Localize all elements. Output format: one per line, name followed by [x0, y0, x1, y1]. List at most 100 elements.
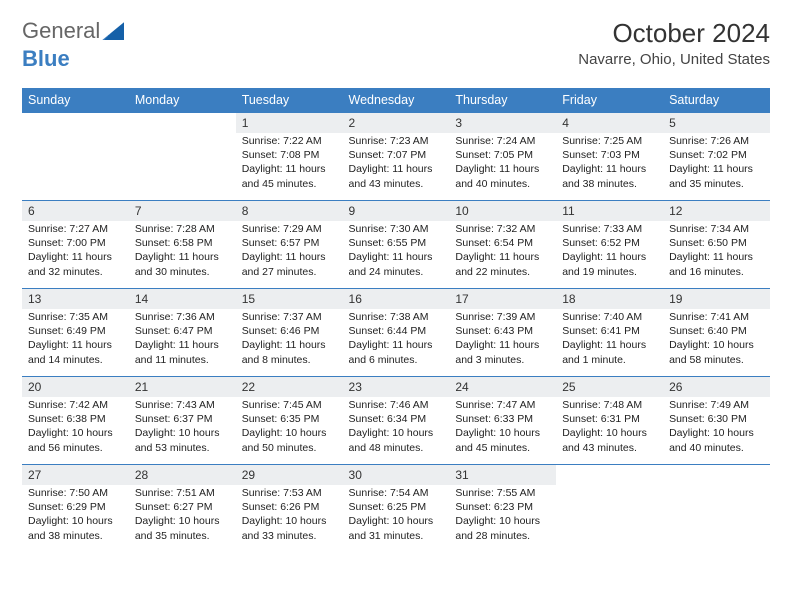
day-details: Sunrise: 7:23 AMSunset: 7:07 PMDaylight:… [343, 133, 450, 195]
sunset-text: Sunset: 7:00 PM [28, 236, 123, 250]
calendar-day-cell: 8Sunrise: 7:29 AMSunset: 6:57 PMDaylight… [236, 201, 343, 289]
daylight-text: Daylight: 11 hours and 16 minutes. [669, 250, 764, 278]
sunset-text: Sunset: 6:23 PM [455, 500, 550, 514]
sunset-text: Sunset: 6:47 PM [135, 324, 230, 338]
day-number: 25 [556, 377, 663, 397]
calendar-day-cell: 19Sunrise: 7:41 AMSunset: 6:40 PMDayligh… [663, 289, 770, 377]
day-number: 2 [343, 113, 450, 133]
calendar-day-cell: 13Sunrise: 7:35 AMSunset: 6:49 PMDayligh… [22, 289, 129, 377]
sunrise-text: Sunrise: 7:40 AM [562, 310, 657, 324]
sunset-text: Sunset: 6:55 PM [349, 236, 444, 250]
sunrise-text: Sunrise: 7:26 AM [669, 134, 764, 148]
weekday-header: Tuesday [236, 88, 343, 113]
day-number: 28 [129, 465, 236, 485]
weekday-header: Monday [129, 88, 236, 113]
day-details: Sunrise: 7:50 AMSunset: 6:29 PMDaylight:… [22, 485, 129, 547]
day-details: Sunrise: 7:33 AMSunset: 6:52 PMDaylight:… [556, 221, 663, 283]
day-details: Sunrise: 7:53 AMSunset: 6:26 PMDaylight:… [236, 485, 343, 547]
day-details: Sunrise: 7:55 AMSunset: 6:23 PMDaylight:… [449, 485, 556, 547]
sunset-text: Sunset: 6:50 PM [669, 236, 764, 250]
calendar-week-row: 6Sunrise: 7:27 AMSunset: 7:00 PMDaylight… [22, 201, 770, 289]
day-number: 13 [22, 289, 129, 309]
sunrise-text: Sunrise: 7:22 AM [242, 134, 337, 148]
calendar-empty-cell [556, 465, 663, 553]
sunrise-text: Sunrise: 7:47 AM [455, 398, 550, 412]
daylight-text: Daylight: 10 hours and 45 minutes. [455, 426, 550, 454]
sunset-text: Sunset: 7:07 PM [349, 148, 444, 162]
day-details: Sunrise: 7:48 AMSunset: 6:31 PMDaylight:… [556, 397, 663, 459]
day-number: 20 [22, 377, 129, 397]
calendar-day-cell: 21Sunrise: 7:43 AMSunset: 6:37 PMDayligh… [129, 377, 236, 465]
calendar-day-cell: 28Sunrise: 7:51 AMSunset: 6:27 PMDayligh… [129, 465, 236, 553]
day-details: Sunrise: 7:49 AMSunset: 6:30 PMDaylight:… [663, 397, 770, 459]
daylight-text: Daylight: 10 hours and 31 minutes. [349, 514, 444, 542]
sunrise-text: Sunrise: 7:37 AM [242, 310, 337, 324]
sunset-text: Sunset: 6:54 PM [455, 236, 550, 250]
day-details: Sunrise: 7:27 AMSunset: 7:00 PMDaylight:… [22, 221, 129, 283]
sunrise-text: Sunrise: 7:54 AM [349, 486, 444, 500]
day-number: 11 [556, 201, 663, 221]
day-details: Sunrise: 7:43 AMSunset: 6:37 PMDaylight:… [129, 397, 236, 459]
calendar-week-row: 27Sunrise: 7:50 AMSunset: 6:29 PMDayligh… [22, 465, 770, 553]
calendar-day-cell: 30Sunrise: 7:54 AMSunset: 6:25 PMDayligh… [343, 465, 450, 553]
calendar-day-cell: 4Sunrise: 7:25 AMSunset: 7:03 PMDaylight… [556, 113, 663, 201]
logo: General [22, 18, 124, 44]
day-number: 30 [343, 465, 450, 485]
sunset-text: Sunset: 6:29 PM [28, 500, 123, 514]
day-number: 23 [343, 377, 450, 397]
day-details: Sunrise: 7:47 AMSunset: 6:33 PMDaylight:… [449, 397, 556, 459]
day-number: 26 [663, 377, 770, 397]
day-number: 7 [129, 201, 236, 221]
sunrise-text: Sunrise: 7:45 AM [242, 398, 337, 412]
calendar-day-cell: 20Sunrise: 7:42 AMSunset: 6:38 PMDayligh… [22, 377, 129, 465]
sunrise-text: Sunrise: 7:38 AM [349, 310, 444, 324]
daylight-text: Daylight: 10 hours and 50 minutes. [242, 426, 337, 454]
sunrise-text: Sunrise: 7:41 AM [669, 310, 764, 324]
day-number: 31 [449, 465, 556, 485]
day-number: 15 [236, 289, 343, 309]
day-details: Sunrise: 7:41 AMSunset: 6:40 PMDaylight:… [663, 309, 770, 371]
daylight-text: Daylight: 11 hours and 30 minutes. [135, 250, 230, 278]
calendar-day-cell: 3Sunrise: 7:24 AMSunset: 7:05 PMDaylight… [449, 113, 556, 201]
sunrise-text: Sunrise: 7:28 AM [135, 222, 230, 236]
calendar-day-cell: 26Sunrise: 7:49 AMSunset: 6:30 PMDayligh… [663, 377, 770, 465]
daylight-text: Daylight: 10 hours and 33 minutes. [242, 514, 337, 542]
day-details: Sunrise: 7:42 AMSunset: 6:38 PMDaylight:… [22, 397, 129, 459]
weekday-header: Sunday [22, 88, 129, 113]
sunset-text: Sunset: 6:37 PM [135, 412, 230, 426]
day-number: 29 [236, 465, 343, 485]
sunset-text: Sunset: 6:26 PM [242, 500, 337, 514]
logo-triangle-icon [102, 22, 124, 40]
day-details: Sunrise: 7:36 AMSunset: 6:47 PMDaylight:… [129, 309, 236, 371]
sunrise-text: Sunrise: 7:29 AM [242, 222, 337, 236]
sunset-text: Sunset: 7:03 PM [562, 148, 657, 162]
day-details: Sunrise: 7:22 AMSunset: 7:08 PMDaylight:… [236, 133, 343, 195]
sunrise-text: Sunrise: 7:24 AM [455, 134, 550, 148]
sunrise-text: Sunrise: 7:34 AM [669, 222, 764, 236]
sunrise-text: Sunrise: 7:46 AM [349, 398, 444, 412]
daylight-text: Daylight: 11 hours and 35 minutes. [669, 162, 764, 190]
day-details: Sunrise: 7:39 AMSunset: 6:43 PMDaylight:… [449, 309, 556, 371]
daylight-text: Daylight: 10 hours and 43 minutes. [562, 426, 657, 454]
day-number: 12 [663, 201, 770, 221]
sunset-text: Sunset: 7:08 PM [242, 148, 337, 162]
calendar-empty-cell [22, 113, 129, 201]
daylight-text: Daylight: 11 hours and 43 minutes. [349, 162, 444, 190]
day-details: Sunrise: 7:26 AMSunset: 7:02 PMDaylight:… [663, 133, 770, 195]
sunrise-text: Sunrise: 7:33 AM [562, 222, 657, 236]
daylight-text: Daylight: 11 hours and 27 minutes. [242, 250, 337, 278]
daylight-text: Daylight: 11 hours and 40 minutes. [455, 162, 550, 190]
day-details: Sunrise: 7:54 AMSunset: 6:25 PMDaylight:… [343, 485, 450, 547]
day-number: 10 [449, 201, 556, 221]
calendar-day-cell: 16Sunrise: 7:38 AMSunset: 6:44 PMDayligh… [343, 289, 450, 377]
sunrise-text: Sunrise: 7:53 AM [242, 486, 337, 500]
daylight-text: Daylight: 11 hours and 14 minutes. [28, 338, 123, 366]
calendar-day-cell: 31Sunrise: 7:55 AMSunset: 6:23 PMDayligh… [449, 465, 556, 553]
calendar-header-row: SundayMondayTuesdayWednesdayThursdayFrid… [22, 88, 770, 113]
day-number: 24 [449, 377, 556, 397]
sunset-text: Sunset: 6:31 PM [562, 412, 657, 426]
sunset-text: Sunset: 6:44 PM [349, 324, 444, 338]
sunset-text: Sunset: 6:49 PM [28, 324, 123, 338]
sunset-text: Sunset: 6:43 PM [455, 324, 550, 338]
sunset-text: Sunset: 6:34 PM [349, 412, 444, 426]
